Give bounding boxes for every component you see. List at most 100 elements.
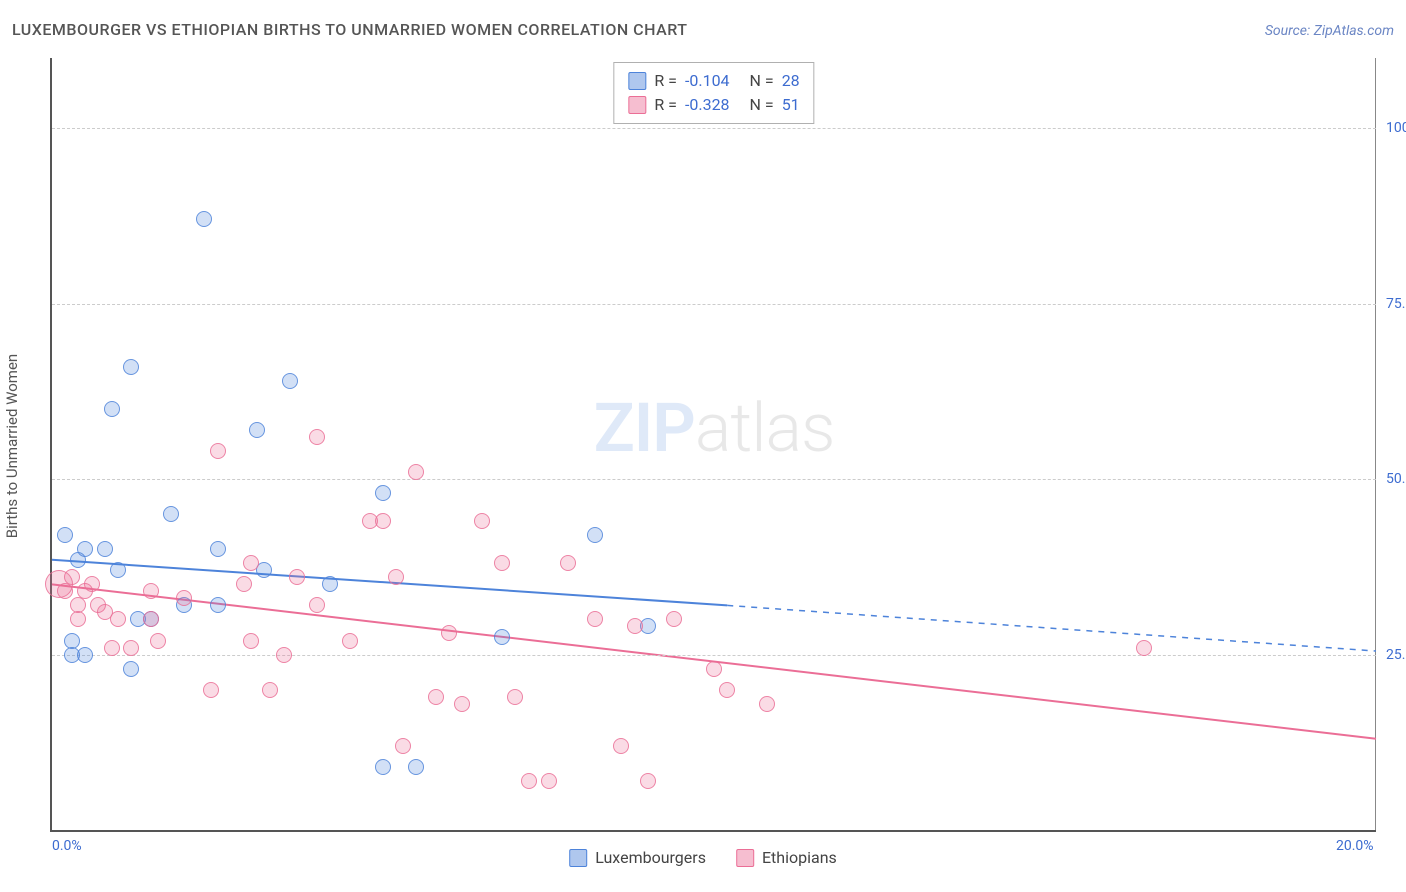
y-tick-label: 25.0%: [1386, 647, 1406, 663]
data-point-a: [77, 647, 93, 663]
data-point-a: [104, 401, 120, 417]
legend-label-ethiopians: Ethiopians: [762, 848, 837, 867]
data-point-b: [123, 640, 139, 656]
data-point-b: [388, 569, 404, 585]
data-point-a: [587, 527, 603, 543]
n-value-luxembourgers: 28: [782, 69, 800, 93]
data-point-b: [104, 640, 120, 656]
data-point-b: [613, 738, 629, 754]
data-point-b: [395, 738, 411, 754]
data-point-b: [587, 611, 603, 627]
data-point-b: [541, 773, 557, 789]
data-point-b: [375, 513, 391, 529]
data-point-b: [150, 633, 166, 649]
data-point-b: [441, 625, 457, 641]
gridline: [52, 304, 1376, 305]
data-point-b: [342, 633, 358, 649]
legend-label-luxembourgers: Luxembourgers: [595, 848, 706, 867]
data-point-a: [494, 629, 510, 645]
data-point-a: [249, 422, 265, 438]
data-point-b: [560, 555, 576, 571]
data-point-b: [143, 583, 159, 599]
series-legend: Luxembourgers Ethiopians: [569, 848, 837, 867]
source-label: Source: ZipAtlas.com: [1265, 23, 1394, 39]
data-point-b: [640, 773, 656, 789]
y-tick-label: 100.0%: [1386, 120, 1406, 136]
data-point-b: [666, 611, 682, 627]
data-point-b: [243, 555, 259, 571]
data-point-b: [262, 682, 278, 698]
data-point-a: [123, 359, 139, 375]
correlation-legend: R = -0.104 N = 28 R = -0.328 N = 51: [613, 62, 814, 124]
data-point-b: [309, 597, 325, 613]
data-point-b: [627, 618, 643, 634]
r-label: R =: [654, 69, 677, 93]
chart-title: LUXEMBOURGER VS ETHIOPIAN BIRTHS TO UNMA…: [12, 20, 688, 39]
data-point-a: [408, 759, 424, 775]
source-name: ZipAtlas.com: [1314, 23, 1394, 39]
data-point-a: [375, 759, 391, 775]
data-point-b: [706, 661, 722, 677]
swatch-ethiopians: [736, 849, 754, 867]
data-point-b: [408, 464, 424, 480]
data-point-a: [210, 597, 226, 613]
legend-row-ethiopians: R = -0.328 N = 51: [628, 93, 799, 117]
y-tick-label: 50.0%: [1386, 471, 1406, 487]
y-tick-label: 75.0%: [1386, 296, 1406, 312]
data-point-b: [203, 682, 219, 698]
data-point-b: [276, 647, 292, 663]
data-point-b: [719, 682, 735, 698]
swatch-ethiopians: [628, 96, 646, 114]
data-point-a: [196, 211, 212, 227]
data-point-b: [210, 443, 226, 459]
y-axis-title: Births to Unmarried Women: [3, 354, 21, 538]
n-value-ethiopians: 51: [782, 93, 800, 117]
legend-item-luxembourgers: Luxembourgers: [569, 848, 706, 867]
r-value-ethiopians: -0.328: [685, 93, 730, 117]
data-point-b: [309, 429, 325, 445]
trendline-dashed-a: [727, 605, 1376, 651]
legend-item-ethiopians: Ethiopians: [736, 848, 837, 867]
data-point-a: [163, 506, 179, 522]
data-point-a: [282, 373, 298, 389]
data-point-b: [64, 569, 80, 585]
data-point-b: [507, 689, 523, 705]
data-point-b: [759, 696, 775, 712]
data-point-a: [123, 661, 139, 677]
legend-row-luxembourgers: R = -0.104 N = 28: [628, 69, 799, 93]
data-point-a: [110, 562, 126, 578]
data-point-b: [1136, 640, 1152, 656]
n-label: N =: [750, 69, 774, 93]
data-point-b: [494, 555, 510, 571]
data-point-b: [110, 611, 126, 627]
data-point-b: [236, 576, 252, 592]
gridline: [52, 479, 1376, 480]
data-point-b: [176, 590, 192, 606]
data-point-b: [243, 633, 259, 649]
data-point-b: [454, 696, 470, 712]
swatch-luxembourgers: [628, 72, 646, 90]
data-point-b: [57, 583, 73, 599]
data-point-a: [210, 541, 226, 557]
gridline: [52, 655, 1376, 656]
x-tick-label: 0.0%: [52, 838, 82, 854]
data-point-a: [322, 576, 338, 592]
trendlines-svg: [52, 58, 1376, 830]
plot-area: ZIPatlas R = -0.104 N = 28 R = -0.328 N …: [50, 58, 1376, 832]
data-point-b: [143, 611, 159, 627]
data-point-a: [375, 485, 391, 501]
data-point-a: [57, 527, 73, 543]
swatch-luxembourgers: [569, 849, 587, 867]
data-point-b: [521, 773, 537, 789]
source-prefix: Source:: [1265, 23, 1314, 39]
data-point-b: [474, 513, 490, 529]
data-point-b: [84, 576, 100, 592]
data-point-b: [70, 611, 86, 627]
title-bar: LUXEMBOURGER VS ETHIOPIAN BIRTHS TO UNMA…: [12, 20, 1394, 39]
gridline: [52, 128, 1376, 129]
r-label: R =: [654, 93, 677, 117]
n-label: N =: [750, 93, 774, 117]
data-point-b: [289, 569, 305, 585]
r-value-luxembourgers: -0.104: [685, 69, 730, 93]
x-tick-label: 20.0%: [1336, 838, 1374, 854]
